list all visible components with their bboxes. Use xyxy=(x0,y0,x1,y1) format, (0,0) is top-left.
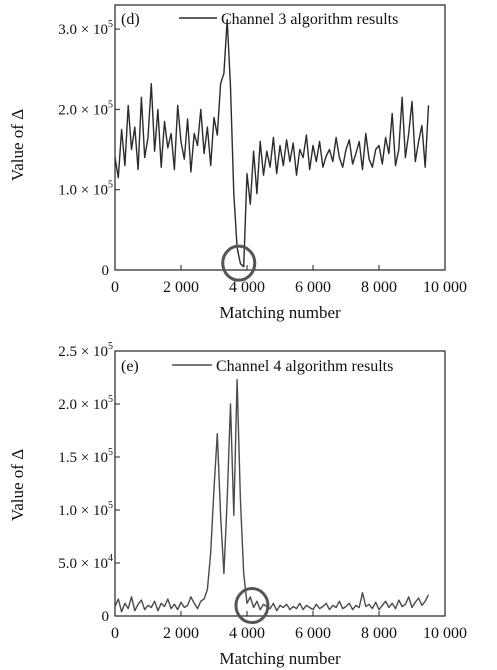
y-tick-label: 1.5 × 105 xyxy=(58,447,113,466)
x-tick-label: 10 000 xyxy=(423,279,467,296)
y-tick-label: 1.0 × 105 xyxy=(58,500,113,519)
x-tick-label: 0 xyxy=(111,625,119,642)
axis-ticks xyxy=(114,28,446,271)
x-tick-label: 8 000 xyxy=(361,279,397,296)
x-tick-labels: 0 2 000 4 000 6 000 8 000 10 000 xyxy=(111,625,467,642)
y-tick-label: 1.0 × 105 xyxy=(58,180,113,199)
y-axis-label: Value of Δ xyxy=(8,109,27,181)
y-axis-label: Value of Δ xyxy=(8,449,27,521)
legend-label: Channel 3 algorithm results xyxy=(221,11,398,28)
x-tick-label: 10 000 xyxy=(423,625,467,642)
legend-label: Channel 4 algorithm results xyxy=(216,358,393,375)
plot-frame xyxy=(114,4,446,271)
x-tick-label: 6 000 xyxy=(295,625,331,642)
y-tick-labels: 0 5.0 × 104 1.0 × 105 1.5 × 105 2.0 × 105 2.5… xyxy=(58,341,113,625)
x-tick-labels: 0 2 000 4 000 6 000 8 000 10 000 xyxy=(111,279,467,296)
panel-label: (e) xyxy=(121,358,139,375)
x-tick-label: 4 000 xyxy=(229,625,265,642)
series-line-channel-3 xyxy=(114,18,430,268)
y-tick-label: 0 xyxy=(102,263,110,279)
series-line-channel-4 xyxy=(114,378,430,613)
highlight-circle xyxy=(221,244,257,282)
x-tick-label: 2 000 xyxy=(163,625,199,642)
y-tick-label: 2.0 × 105 xyxy=(58,394,113,413)
y-tick-label: 5.0 × 104 xyxy=(58,553,113,572)
panel-label: (d) xyxy=(121,11,140,28)
x-tick-label: 0 xyxy=(111,279,119,296)
x-tick-label: 4 000 xyxy=(229,279,265,296)
x-tick-label: 8 000 xyxy=(361,625,397,642)
x-tick-label: 6 000 xyxy=(295,279,331,296)
chart-panel-e: 0 5.0 × 104 1.0 × 105 1.5 × 105 2.0 × 105 2.5… xyxy=(8,341,467,668)
y-tick-label: 3.0 × 105 xyxy=(58,19,113,38)
y-tick-label: 0 xyxy=(102,609,110,625)
y-tick-label: 2.0 × 105 xyxy=(58,99,113,118)
x-axis-label: Matching number xyxy=(219,303,341,322)
highlight-circle xyxy=(234,587,270,625)
x-axis-label: Matching number xyxy=(219,649,341,668)
y-tick-labels: 0 1.0 × 105 2.0 × 105 3.0 × 105 xyxy=(58,19,113,279)
x-tick-label: 2 000 xyxy=(163,279,199,296)
chart-panel-d: 0 1.0 × 105 2.0 × 105 3.0 × 105 0 2 000 4 000… xyxy=(8,4,467,322)
plot-frame xyxy=(114,350,446,617)
axis-ticks xyxy=(114,350,446,617)
y-tick-label: 2.5 × 105 xyxy=(58,341,113,360)
